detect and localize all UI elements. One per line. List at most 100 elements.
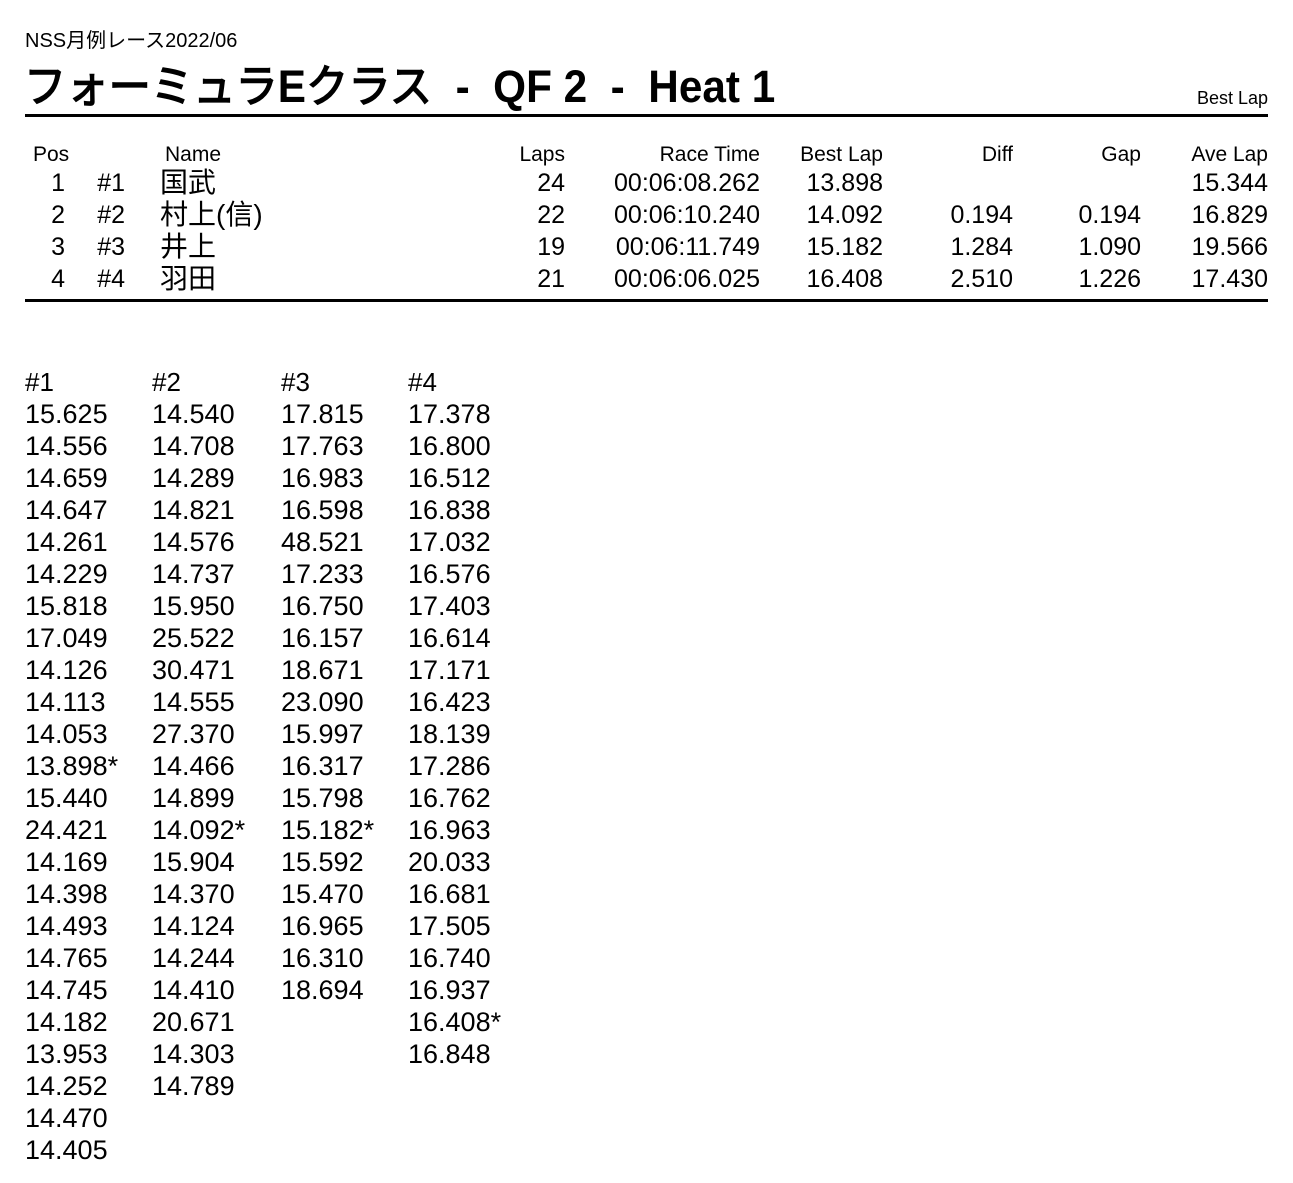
col-header-name: Name xyxy=(165,143,222,166)
laps-cell: 19 xyxy=(537,233,565,261)
lap-time: 15.440 xyxy=(25,783,108,813)
lap-time: 14.252 xyxy=(25,1071,108,1101)
lap-time: 14.244 xyxy=(152,943,235,973)
lap-time: 15.950 xyxy=(152,591,235,621)
lap-time: 14.410 xyxy=(152,975,235,1005)
lap-time: 14.053 xyxy=(25,719,108,749)
lap-time: 17.286 xyxy=(408,751,491,781)
gap-cell: 1.226 xyxy=(1078,265,1141,293)
lap-time: 14.647 xyxy=(25,495,108,525)
lap-time: 16.423 xyxy=(408,687,491,717)
lap-time: 16.963 xyxy=(408,815,491,845)
lap-time: 16.965 xyxy=(281,911,364,941)
pos-cell: 2 xyxy=(51,201,65,229)
result-row: 2 #2 村上(信) 22 00:06:10.240 14.092 0.194 … xyxy=(25,199,1268,231)
results-header-row: Pos Name Laps Race Time Best Lap Diff Ga… xyxy=(25,137,1268,167)
lap-time: 14.540 xyxy=(152,399,235,429)
lap-time: 20.033 xyxy=(408,847,491,877)
laps-cell: 22 xyxy=(537,201,565,229)
lap-time: 18.671 xyxy=(281,655,364,685)
ave-lap-cell: 17.430 xyxy=(1191,265,1268,293)
lap-column-header: #4 xyxy=(408,367,437,397)
lap-time: 15.182* xyxy=(281,815,375,845)
lap-time: 15.470 xyxy=(281,879,364,909)
result-row: 3 #3 井上 19 00:06:11.749 15.182 1.284 1.0… xyxy=(25,231,1268,263)
lap-time: 14.821 xyxy=(152,495,235,525)
lap-time: 14.182 xyxy=(25,1007,108,1037)
lap-time: 23.090 xyxy=(281,687,364,717)
lap-time: 18.694 xyxy=(281,975,364,1005)
result-row: 1 #1 国武 24 00:06:08.262 13.898 15.344 xyxy=(25,167,1268,199)
lap-time: 14.229 xyxy=(25,559,108,589)
lap-time: 16.512 xyxy=(408,463,491,493)
lap-time: 14.092* xyxy=(152,815,246,845)
best-lap-cell: 16.408 xyxy=(806,265,883,293)
lap-time-list: 17.378 16.800 16.512 16.838 17.032 16.576 17.4… xyxy=(408,398,530,1070)
lap-column: #4 17.378 16.800 16.512 16.838 17.032 16.576 1… xyxy=(408,366,530,1166)
lap-time: 16.937 xyxy=(408,975,491,1005)
lap-time: 20.671 xyxy=(152,1007,235,1037)
lap-time: 18.139 xyxy=(408,719,491,749)
race-time-cell: 00:06:06.025 xyxy=(614,265,760,293)
pos-cell: 3 xyxy=(51,233,65,261)
lap-column: #2 14.540 14.708 14.289 14.821 14.576 14.737 1… xyxy=(152,366,281,1166)
lap-time: 16.740 xyxy=(408,943,491,973)
lap-time-list: 15.625 14.556 14.659 14.647 14.261 14.229 15.8… xyxy=(25,398,152,1166)
lap-time: 14.899 xyxy=(152,783,235,813)
lap-time-list: 17.815 17.763 16.983 16.598 48.521 17.233 16.7… xyxy=(281,398,408,1006)
lap-time: 17.032 xyxy=(408,527,491,557)
lap-time: 14.169 xyxy=(25,847,108,877)
lap-time: 14.470 xyxy=(25,1103,108,1133)
lap-time: 48.521 xyxy=(281,527,364,557)
lap-time: 17.378 xyxy=(408,399,491,429)
car-number-cell: #1 xyxy=(97,169,125,197)
lap-time: 14.576 xyxy=(152,527,235,557)
bottom-rule xyxy=(25,299,1268,302)
lap-time: 16.614 xyxy=(408,623,491,653)
lap-time: 15.997 xyxy=(281,719,364,749)
lap-time: 13.953 xyxy=(25,1039,108,1069)
lap-time: 17.171 xyxy=(408,655,491,685)
lap-time: 17.049 xyxy=(25,623,108,653)
col-header-car xyxy=(70,137,125,167)
lap-time: 16.681 xyxy=(408,879,491,909)
lap-time: 14.789 xyxy=(152,1071,235,1101)
lap-time: 14.405 xyxy=(25,1135,108,1165)
lap-time: 16.598 xyxy=(281,495,364,525)
lap-time: 14.124 xyxy=(152,911,235,941)
pos-cell: 4 xyxy=(51,265,65,293)
lap-time: 14.126 xyxy=(25,655,108,685)
gap-cell xyxy=(1013,167,1141,199)
laps-cell: 24 xyxy=(537,169,565,197)
lap-column: #1 15.625 14.556 14.659 14.647 14.261 14.229 1… xyxy=(25,366,152,1166)
col-header-diff: Diff xyxy=(981,143,1013,166)
lap-time: 14.289 xyxy=(152,463,235,493)
col-header-ave-lap: Ave Lap xyxy=(1191,143,1268,166)
car-number-cell: #4 xyxy=(97,265,125,293)
lap-time: 16.848 xyxy=(408,1039,491,1069)
diff-cell: 0.194 xyxy=(950,201,1013,229)
col-header-pos: Pos xyxy=(33,143,70,166)
lap-column-header: #1 xyxy=(25,367,54,397)
car-number-cell: #2 xyxy=(97,201,125,229)
lap-time: 14.466 xyxy=(152,751,235,781)
best-lap-cell: 13.898 xyxy=(806,169,883,197)
best-lap-cell: 15.182 xyxy=(806,233,883,261)
ave-lap-cell: 19.566 xyxy=(1191,233,1268,261)
top-rule xyxy=(25,114,1268,117)
lap-time: 15.904 xyxy=(152,847,235,877)
ave-lap-cell: 16.829 xyxy=(1191,201,1268,229)
lap-time: 14.113 xyxy=(25,687,106,717)
lap-time: 14.708 xyxy=(152,431,235,461)
lap-time: 16.750 xyxy=(281,591,364,621)
pos-cell: 1 xyxy=(51,169,65,197)
lap-time: 14.493 xyxy=(25,911,108,941)
diff-cell: 2.510 xyxy=(950,265,1013,293)
lap-time: 14.737 xyxy=(152,559,235,589)
lap-time: 16.838 xyxy=(408,495,491,525)
lap-time: 15.592 xyxy=(281,847,364,877)
driver-name-cell: 国武 xyxy=(160,167,217,198)
lap-times-chart: #1 15.625 14.556 14.659 14.647 14.261 14.229 1… xyxy=(25,366,530,1166)
lap-time: 24.421 xyxy=(25,815,108,845)
